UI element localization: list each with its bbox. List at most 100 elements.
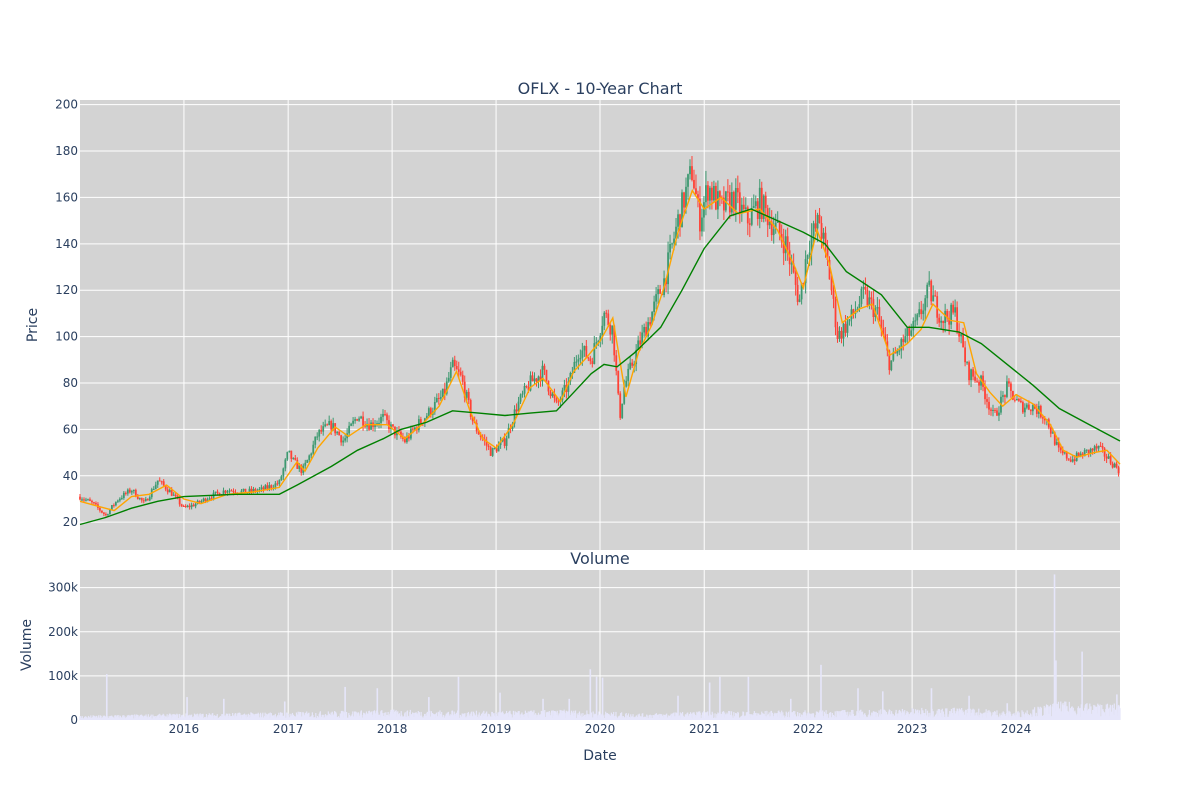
candle	[728, 184, 731, 219]
candle-body	[711, 187, 713, 201]
candle-body	[1115, 463, 1118, 468]
volume-bar	[150, 714, 152, 720]
candle-body	[647, 322, 650, 337]
candle-body	[649, 322, 652, 325]
candle	[294, 455, 297, 461]
candle	[505, 435, 508, 451]
candle-body	[1018, 398, 1020, 401]
volume-bar	[417, 710, 419, 720]
candle	[657, 284, 659, 305]
candle-body	[900, 339, 903, 351]
candle	[427, 406, 430, 418]
volume-spike-bar	[568, 698, 571, 720]
candle-body	[360, 416, 362, 419]
candle	[228, 488, 231, 494]
volume-spike-bar	[283, 701, 286, 720]
volume-bar	[937, 709, 939, 720]
candle-body	[950, 304, 953, 325]
volume-bar	[874, 711, 876, 720]
volume-bar	[710, 715, 712, 720]
candle-body	[312, 444, 315, 454]
candle	[762, 194, 765, 223]
candle	[120, 495, 123, 501]
candle	[214, 491, 217, 495]
candle-body	[419, 419, 422, 424]
candle-body	[523, 386, 526, 394]
candle	[451, 357, 454, 368]
candle-body	[866, 289, 869, 306]
candle-body	[1097, 445, 1100, 449]
candle	[487, 443, 490, 451]
candle-body	[348, 425, 351, 434]
volume-bar	[1023, 713, 1025, 720]
volume-bar	[1047, 705, 1049, 720]
volume-spike-bar	[820, 664, 822, 720]
volume-bar	[1008, 710, 1010, 720]
candle	[928, 271, 931, 287]
date-tick-label: 2024	[1001, 722, 1032, 736]
candle	[738, 182, 741, 224]
candle	[866, 284, 869, 308]
candle-body	[758, 187, 761, 219]
candle	[545, 369, 548, 382]
volume-bar	[1040, 707, 1043, 720]
candle-body	[1105, 456, 1108, 459]
candle	[539, 369, 542, 387]
candle-body	[214, 491, 217, 493]
candle-body	[144, 498, 147, 501]
volume-bar	[269, 712, 271, 720]
candle-body	[677, 214, 679, 227]
volume-spike-bar	[595, 676, 598, 720]
volume-bar	[786, 712, 788, 720]
candle	[567, 377, 570, 397]
volume-bar	[824, 713, 826, 720]
price-axis-title: Price	[25, 308, 41, 342]
volume-bar	[409, 709, 411, 720]
candle-body	[190, 504, 193, 508]
candle-body	[248, 488, 251, 493]
volume-bar-series	[79, 574, 1121, 720]
candle	[649, 317, 652, 327]
candle	[838, 326, 841, 342]
volume-bar	[464, 713, 466, 720]
candle-body	[916, 314, 919, 321]
volume-bar	[812, 713, 815, 720]
candle-body	[619, 393, 622, 418]
candle	[946, 308, 949, 322]
volume-bar	[721, 711, 724, 720]
candle-body	[1049, 427, 1052, 434]
candle-body	[230, 490, 233, 492]
volume-bar	[216, 714, 218, 720]
candle-body	[667, 252, 669, 285]
volume-bar	[1062, 702, 1064, 720]
candle	[956, 301, 959, 335]
candle-body	[1091, 448, 1094, 451]
candle-body	[549, 391, 552, 397]
price-tick-label: 120	[55, 283, 78, 297]
candle	[541, 360, 544, 387]
candle-body	[226, 491, 229, 493]
candle-body	[804, 259, 807, 284]
volume-bar	[839, 711, 841, 720]
candle-body	[1057, 441, 1060, 448]
candle	[455, 360, 458, 370]
candle	[258, 487, 261, 493]
candle-body	[978, 381, 980, 386]
candle-body	[934, 295, 937, 297]
candle-body	[126, 489, 129, 494]
candle-body	[485, 440, 488, 446]
candle-body	[687, 174, 689, 187]
candle-body	[946, 310, 949, 319]
volume-bar	[355, 711, 357, 720]
volume-bar	[825, 710, 827, 720]
volume-bar	[950, 708, 953, 720]
candle-body	[956, 307, 959, 332]
volume-bar	[980, 713, 983, 720]
candle-body	[876, 307, 879, 309]
candle-body	[278, 480, 281, 484]
short-moving-average-line	[79, 188, 1121, 512]
candle-body	[81, 499, 83, 501]
candle-body	[519, 394, 522, 402]
candle	[380, 413, 382, 429]
candle-body	[998, 412, 1000, 416]
